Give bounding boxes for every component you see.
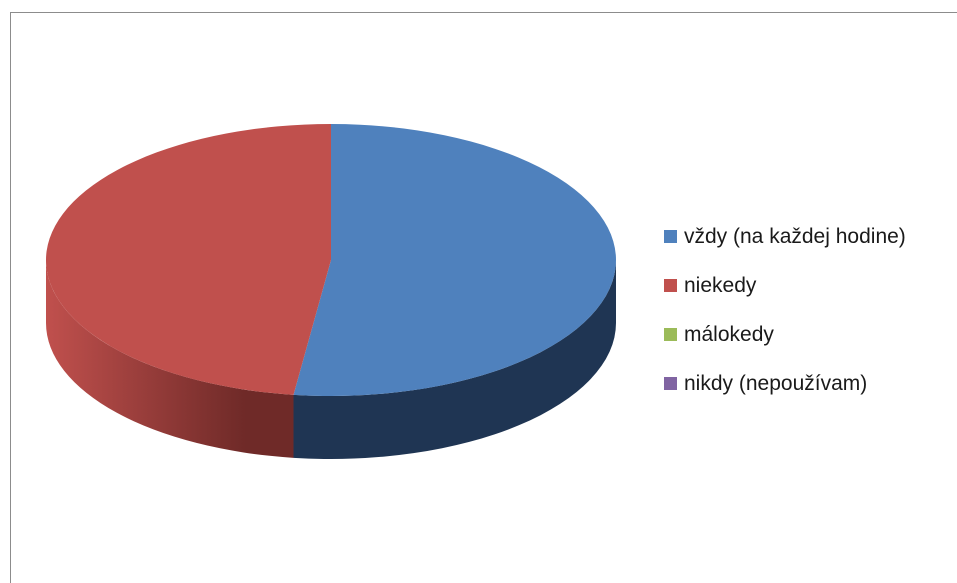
pie-slice-vzdy-na-kazdej-hodine	[293, 124, 616, 396]
legend-item-niekedy: niekedy	[664, 261, 906, 310]
legend-label: nikdy (nepoužívam)	[684, 371, 868, 395]
legend-item-vzdy-na-kazdej-hodine: vždy (na každej hodine)	[664, 212, 906, 261]
pie-slices-group	[45, 124, 616, 396]
legend-label: niekedy	[684, 273, 757, 297]
legend-swatch	[664, 279, 677, 292]
chart-legend: vždy (na každej hodine) niekedy málokedy ni…	[664, 212, 906, 408]
pie-sides-group	[46, 260, 617, 460]
pie-side-niekedy	[46, 260, 294, 458]
legend-swatch	[664, 328, 677, 341]
legend-item-malokedy: málokedy	[664, 310, 906, 359]
legend-label: vždy (na každej hodine)	[684, 224, 906, 248]
legend-label: málokedy	[684, 322, 774, 346]
legend-swatch	[664, 377, 677, 390]
pie-side-vzdy-na-kazdej-hodine	[293, 260, 617, 460]
legend-item-nikdy-nepouzivam: nikdy (nepoužívam)	[664, 359, 906, 408]
legend-swatch	[664, 230, 677, 243]
pie-slice-niekedy	[45, 124, 332, 395]
